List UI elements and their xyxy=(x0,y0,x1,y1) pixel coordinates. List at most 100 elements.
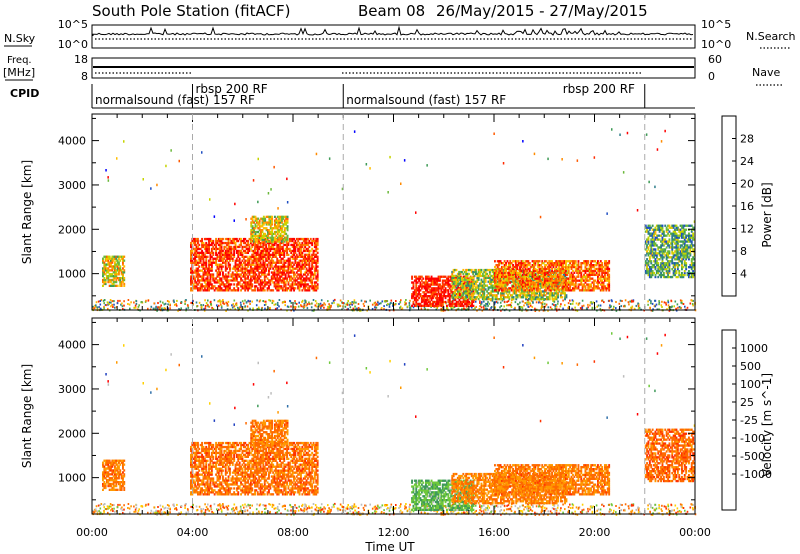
echo-cell xyxy=(256,259,259,262)
echo-cell xyxy=(118,267,120,270)
echo-cell xyxy=(473,288,476,291)
echo-cell xyxy=(426,298,429,302)
nsky-frame xyxy=(91,24,696,49)
echo-cell xyxy=(422,291,425,294)
echo-cell xyxy=(486,303,488,305)
echo-cell xyxy=(248,261,251,264)
echo-cell xyxy=(610,305,612,308)
echo-cell xyxy=(487,286,490,289)
echo-cell xyxy=(98,306,100,309)
echo-cell xyxy=(415,304,418,307)
echo-cell xyxy=(219,271,222,274)
echo-cell xyxy=(110,301,112,304)
echo-cell xyxy=(404,301,406,304)
echo-cell xyxy=(234,269,237,272)
echo-cell xyxy=(250,225,253,228)
echo-cell xyxy=(441,275,444,278)
echo-cell xyxy=(209,287,212,290)
echo-cell xyxy=(513,281,516,284)
echo-cell xyxy=(654,299,657,302)
echo-cell xyxy=(212,261,215,264)
echo-cell xyxy=(270,275,273,278)
echo-cell xyxy=(109,299,112,301)
echo-cell xyxy=(234,241,237,245)
echo-cell xyxy=(202,279,205,282)
echo-cell xyxy=(526,264,528,267)
echo-cell xyxy=(269,249,272,253)
echo-cell xyxy=(448,283,451,286)
echo-cell xyxy=(550,294,553,297)
echo-cell xyxy=(305,259,308,262)
echo-cell xyxy=(541,265,544,269)
echo-cell xyxy=(528,289,531,292)
echo-cell xyxy=(503,265,506,269)
echo-cell xyxy=(229,263,231,266)
echo-cell xyxy=(532,292,534,295)
echo-cell xyxy=(115,271,118,274)
echo-cell xyxy=(542,309,545,312)
echo-cell xyxy=(198,279,201,282)
echo-cell xyxy=(255,277,258,280)
echo-cell xyxy=(102,257,104,260)
echo-cell xyxy=(553,262,556,265)
echo-cell xyxy=(281,279,284,282)
echo-cell xyxy=(248,263,251,266)
echo-cell xyxy=(298,237,301,241)
echo-cell xyxy=(501,285,503,288)
echo-cell xyxy=(254,273,256,276)
echo-cell xyxy=(298,273,301,276)
echo-cell xyxy=(266,255,269,258)
echo-cell xyxy=(459,296,462,299)
echo-cell xyxy=(267,215,269,218)
echo-cell xyxy=(509,303,511,306)
echo-cell xyxy=(501,289,503,292)
echo-cell xyxy=(498,285,501,288)
echo-cell xyxy=(287,267,290,270)
echo-cell xyxy=(451,288,454,291)
echo-cell xyxy=(271,219,274,222)
echo-cell xyxy=(201,243,203,247)
echo-cell xyxy=(226,249,229,253)
echo-cell xyxy=(661,300,663,303)
echo-cell xyxy=(196,305,198,308)
echo-cell xyxy=(269,221,272,224)
echo-cell xyxy=(531,264,534,267)
echo-cell xyxy=(466,280,469,283)
echo-cell xyxy=(233,253,236,256)
echo-cell xyxy=(443,289,446,292)
echo-cell xyxy=(294,239,297,243)
echo-cell xyxy=(497,292,500,295)
echo-cell xyxy=(259,253,262,256)
echo-cell xyxy=(283,253,286,256)
echo-cell xyxy=(244,269,247,272)
echo-cell xyxy=(267,234,269,237)
echo-cell xyxy=(114,267,116,270)
echo-cell xyxy=(251,289,254,292)
echo-cell xyxy=(491,270,494,274)
echo-cell xyxy=(229,279,231,282)
echo-cell xyxy=(103,265,106,268)
echo-cell xyxy=(259,261,262,264)
echo-cell xyxy=(534,264,537,267)
echo-cell xyxy=(152,307,155,310)
echo-cell xyxy=(94,304,96,307)
echo-cell xyxy=(437,277,440,280)
echo-cell xyxy=(241,251,244,254)
echo-cell xyxy=(290,237,293,241)
echo-cell xyxy=(551,283,553,286)
echo-cell xyxy=(523,283,526,286)
echo-cell xyxy=(542,275,545,278)
echo-cell xyxy=(230,275,233,278)
echo-cell xyxy=(119,255,122,258)
echo-cell xyxy=(514,287,517,290)
echo-cell xyxy=(415,281,418,284)
echo-cell xyxy=(434,302,437,306)
echo-cell xyxy=(516,277,519,280)
echo-cell xyxy=(301,241,304,245)
echo-cell xyxy=(269,261,272,264)
echo-cell xyxy=(418,287,420,290)
beam-title: Beam 08 xyxy=(358,2,425,20)
echo-cell xyxy=(255,281,258,284)
echo-cell xyxy=(464,302,466,306)
echo-cell xyxy=(483,307,485,310)
